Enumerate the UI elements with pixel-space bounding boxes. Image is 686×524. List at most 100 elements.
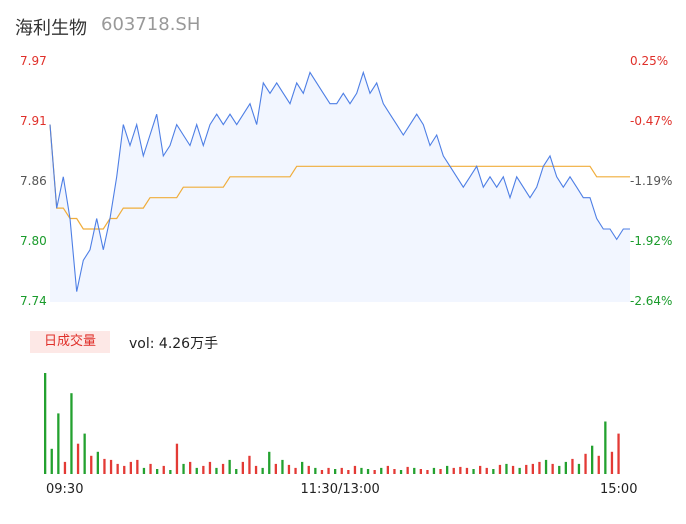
volume-bar [386, 465, 389, 474]
volume-bar [156, 469, 159, 474]
volume-bar [617, 433, 620, 474]
volume-bar [505, 463, 508, 474]
volume-bar [44, 373, 47, 474]
volume-bar [511, 465, 515, 474]
volume-bar [70, 393, 73, 474]
y-tick-label-right: -1.92% [630, 234, 673, 248]
volume-bar [498, 464, 502, 474]
volume-bar [373, 470, 376, 474]
y-tick-label-left: 7.80 [20, 234, 47, 248]
volume-bar [399, 470, 403, 474]
volume-bar [281, 459, 284, 474]
volume-bar [334, 469, 337, 474]
volume-bar [96, 451, 99, 474]
volume-bar [452, 467, 455, 474]
volume-bar [248, 455, 251, 474]
stock-name: 海利生物 [15, 18, 87, 39]
volume-bar [241, 461, 244, 474]
volume-bar [320, 470, 324, 474]
volume-bar [195, 467, 198, 474]
volume-bar [221, 463, 225, 474]
volume-bar [175, 443, 179, 474]
volume-bar [103, 458, 106, 474]
volume-bar [63, 461, 67, 474]
price-line [49, 70, 630, 292]
volume-bar [50, 448, 53, 474]
y-tick-label-right: -2.64% [630, 294, 673, 308]
volume-bar [591, 445, 594, 474]
volume-bar [419, 469, 422, 474]
time-tick-label: 15:00 [600, 482, 638, 497]
time-tick-label: 09:30 [46, 482, 84, 497]
volume-bar [169, 470, 172, 474]
volume-bar [208, 461, 212, 474]
volume-bar [571, 458, 574, 474]
volume-bar [340, 467, 343, 474]
volume-bar [366, 469, 370, 474]
volume-bar [287, 464, 291, 474]
volume-bar [459, 466, 462, 474]
volume-bar [544, 459, 548, 474]
volume-bar [558, 465, 561, 474]
volume-bar [142, 467, 146, 474]
volume-bar [393, 469, 396, 474]
volume-bar [136, 459, 139, 474]
volume-bar [314, 467, 317, 474]
volume-bar [426, 470, 429, 474]
volume-bar [76, 443, 80, 474]
volume-bar [347, 470, 350, 474]
volume-bar [577, 463, 581, 474]
volume-bar [432, 467, 436, 474]
volume-bar [360, 467, 363, 474]
volume-bar [551, 463, 554, 474]
volume-bar [129, 461, 132, 474]
volume-bar [301, 461, 304, 474]
y-tick-label-left: 7.97 [20, 54, 47, 68]
volume-bar [268, 451, 271, 474]
volume-bar [406, 466, 409, 474]
volume-bar [228, 459, 231, 474]
y-tick-label-left: 7.86 [20, 174, 47, 188]
volume-bar [479, 465, 482, 474]
price-area [50, 72, 630, 303]
volume-bar [492, 469, 495, 474]
volume-bar [472, 469, 475, 474]
volume-badge[interactable]: 日成交量 [30, 331, 110, 353]
volume-bar [235, 469, 238, 474]
volume-bar [597, 455, 600, 474]
y-tick-label-right: 0.25% [630, 54, 669, 68]
volume-bar [123, 465, 126, 474]
volume-bar [518, 467, 521, 474]
volume-bar [202, 465, 205, 474]
volume-bar [109, 459, 113, 474]
time-tick-label: 11:30/13:00 [300, 482, 380, 497]
volume-bar [531, 463, 534, 474]
volume-readout: vol: 4.26万手 [129, 336, 219, 352]
y-tick-label-right: -0.47% [630, 114, 673, 128]
volume-bar [57, 413, 60, 474]
volume-bar [274, 463, 277, 474]
volume-bar [149, 463, 152, 474]
volume-bar [413, 467, 416, 474]
volume-bar [604, 421, 607, 474]
volume-bar [525, 464, 528, 474]
volume-bar [564, 461, 567, 474]
volume-bar [294, 467, 297, 474]
average-price-line [49, 124, 630, 230]
volume-bar [485, 467, 488, 474]
volume-bar [353, 465, 357, 474]
stock-code: 603718.SH [101, 14, 201, 35]
y-tick-label-left: 7.91 [20, 114, 47, 128]
volume-bar [327, 467, 330, 474]
volume-bar [116, 463, 119, 474]
volume-bar [83, 433, 86, 474]
volume-bars [44, 373, 620, 474]
volume-bar [439, 469, 442, 474]
y-tick-label-right: -1.19% [630, 174, 673, 188]
volume-bar [254, 465, 258, 474]
volume-bar [610, 451, 614, 474]
volume-bar [261, 467, 264, 474]
volume-bar [584, 453, 587, 474]
volume-bar [189, 461, 192, 474]
